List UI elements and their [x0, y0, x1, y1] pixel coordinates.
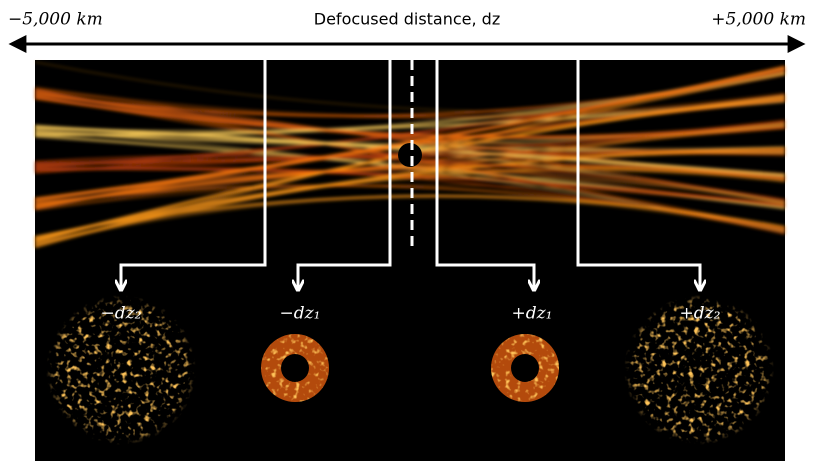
- left-label: −5,000 km: [8, 10, 103, 30]
- axis-title: Defocused distance, dz: [314, 10, 500, 29]
- panel-label: +dz₂: [680, 304, 721, 324]
- right-label: +5,000 km: [711, 10, 806, 30]
- figure: −5,000 km Defocused distance, dz +5,000 …: [0, 0, 814, 461]
- ring-speckle: [485, 328, 565, 408]
- panel-label: −dz₂: [101, 304, 142, 324]
- ring-speckle: [255, 328, 335, 408]
- panel-label: +dz₁: [512, 304, 553, 324]
- panel-label: −dz₁: [280, 304, 321, 324]
- focus-dark-spot: [398, 143, 422, 167]
